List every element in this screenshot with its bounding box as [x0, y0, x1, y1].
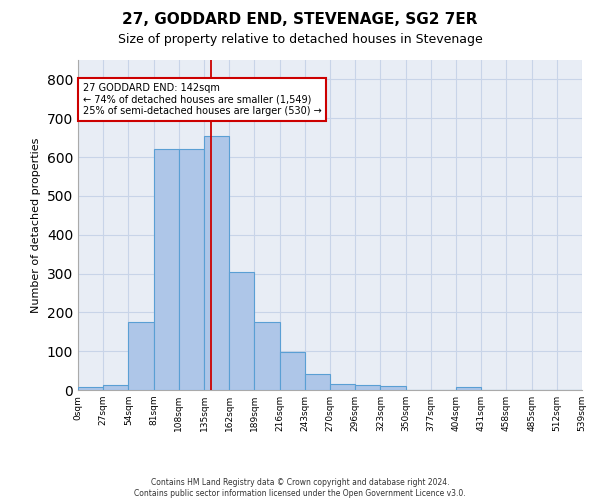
Bar	[254, 322, 280, 390]
Bar	[456, 387, 481, 390]
Bar	[78, 387, 103, 390]
Text: 27, GODDARD END, STEVENAGE, SG2 7ER: 27, GODDARD END, STEVENAGE, SG2 7ER	[122, 12, 478, 28]
Bar	[280, 352, 305, 390]
Bar	[179, 150, 204, 390]
Bar	[154, 150, 179, 390]
Text: Contains HM Land Registry data © Crown copyright and database right 2024.
Contai: Contains HM Land Registry data © Crown c…	[134, 478, 466, 498]
Bar	[229, 272, 254, 390]
Bar	[305, 374, 330, 390]
Bar	[330, 384, 355, 390]
Y-axis label: Number of detached properties: Number of detached properties	[31, 138, 41, 312]
Bar	[128, 322, 154, 390]
Bar	[355, 386, 380, 390]
Bar	[380, 386, 406, 390]
Text: Size of property relative to detached houses in Stevenage: Size of property relative to detached ho…	[118, 32, 482, 46]
Text: 27 GODDARD END: 142sqm
← 74% of detached houses are smaller (1,549)
25% of semi-: 27 GODDARD END: 142sqm ← 74% of detached…	[83, 84, 322, 116]
Bar	[103, 385, 128, 390]
Bar	[204, 136, 229, 390]
